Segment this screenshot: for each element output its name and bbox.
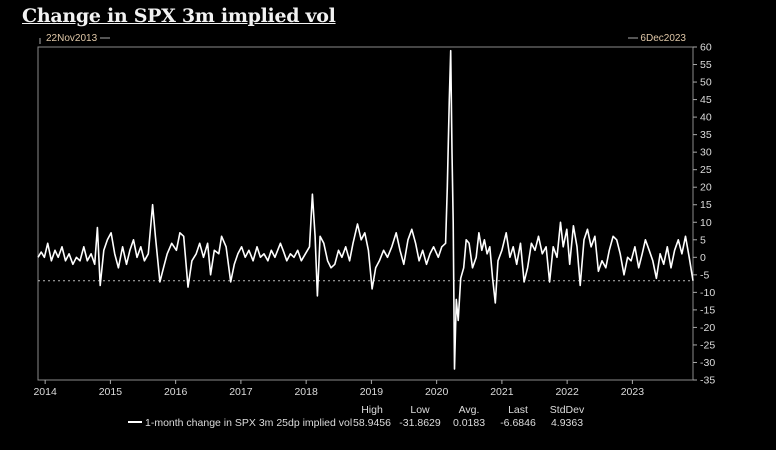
legend-stat-header: Avg.: [459, 404, 480, 416]
plot-border: [37, 46, 694, 381]
y-tick-label: -10: [700, 287, 715, 299]
legend-stat-header: High: [361, 404, 383, 416]
legend-stat-value: 0.0183: [453, 417, 485, 429]
x-tick-label: 2020: [425, 386, 449, 398]
y-tick-label: 30: [700, 147, 712, 159]
x-tick-label: 2022: [555, 386, 579, 398]
legend-stat-header: StdDev: [550, 404, 585, 416]
y-tick-label: 0: [700, 252, 706, 264]
x-tick-label: 2016: [164, 386, 188, 398]
chart-title: Change in SPX 3m implied vol: [22, 5, 336, 27]
plot-frame: [37, 37, 694, 381]
y-tick-label: -30: [700, 357, 715, 369]
x-tick-label: 2021: [490, 386, 514, 398]
y-tick-label: -5: [700, 269, 709, 281]
start-date-label: 22Nov2013: [46, 33, 98, 44]
y-tick-label: 5: [700, 234, 706, 246]
x-tick-label: 2015: [99, 386, 123, 398]
y-tick-label: -25: [700, 339, 715, 351]
end-date-label: 6Dec2023: [640, 33, 686, 44]
y-tick-label: 50: [700, 77, 712, 89]
y-tick-label: 45: [700, 94, 712, 106]
y-tick-label: 35: [700, 129, 712, 141]
legend-stat-value: 58.9456: [353, 417, 391, 429]
y-tick-label: 10: [700, 217, 712, 229]
legend-stat-header: Low: [410, 404, 430, 416]
x-tick-label: 2017: [229, 386, 253, 398]
x-tick-label: 2019: [360, 386, 384, 398]
y-tick-label: 60: [700, 42, 712, 54]
x-tick-label: 2014: [33, 386, 57, 398]
y-tick-label: -35: [700, 375, 715, 387]
y-tick-label: 25: [700, 164, 712, 176]
legend-label: 1-month change in SPX 3m 25dp implied vo…: [145, 417, 352, 429]
y-tick-label: -20: [700, 322, 715, 334]
y-tick-label: 55: [700, 59, 712, 71]
legend-stat-header: Last: [508, 404, 528, 416]
x-tick-label: 2018: [294, 386, 318, 398]
legend-stat-value: -6.6846: [500, 417, 536, 429]
y-tick-label: 40: [700, 112, 712, 124]
x-axis: 2014 2015 2016 2017 2018 2019 2020 2021 2022 2023: [33, 380, 644, 398]
y-tick-label: 15: [700, 199, 712, 211]
legend-stat-value: -31.8629: [399, 417, 441, 429]
y-axis: 605550454035302520151050-5-10-15-20-25-3…: [693, 42, 715, 387]
y-tick-label: -15: [700, 304, 715, 316]
y-tick-label: 20: [700, 182, 712, 194]
legend-stat-value: 4.9363: [551, 417, 583, 429]
series-line: [37, 49, 694, 370]
x-tick-label: 2023: [621, 386, 645, 398]
legend: 1-month change in SPX 3m 25dp implied vo…: [128, 404, 585, 429]
